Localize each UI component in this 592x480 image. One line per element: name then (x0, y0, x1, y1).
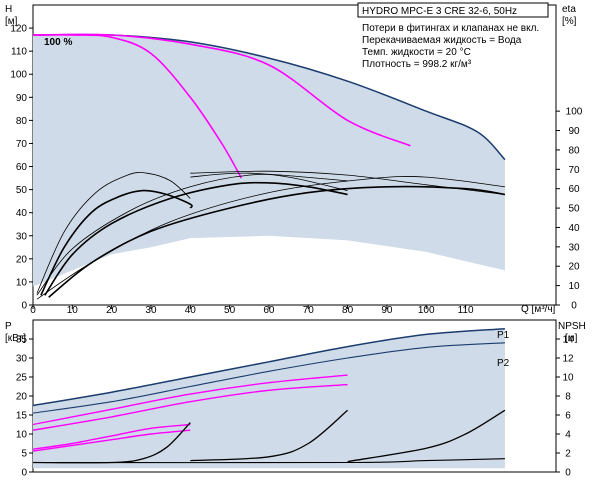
p-tick-label: 20 (16, 392, 28, 403)
right-tick-label: 50 (568, 204, 580, 215)
p-tick-label: 15 (16, 411, 28, 422)
left-tick-label: 40 (16, 208, 28, 219)
right-axis-unit-eta: [%] (562, 16, 577, 27)
curve-P2-envelope (32, 342, 505, 414)
x-tick-label: 10 (67, 305, 79, 316)
x-tick-label: 0 (30, 305, 36, 316)
left-tick-label: 120 (10, 24, 27, 35)
curve-NPSH-flat (32, 458, 505, 464)
right-axis-label-NPSH: NPSH (558, 321, 586, 332)
right-axis-unit-NPSH: [м] (565, 333, 578, 344)
x-tick-label: 50 (224, 305, 236, 316)
left-tick-label: 80 (16, 116, 28, 127)
left-axis-label-H: H (5, 4, 12, 15)
x-tick-label: 40 (185, 305, 197, 316)
npsh-tick-label: 10 (562, 373, 574, 384)
right-tick-label: 90 (568, 126, 580, 137)
npsh-tick-label: 6 (565, 411, 571, 422)
left-tick-label: 0 (21, 301, 27, 312)
npsh-tick-label: 8 (565, 392, 571, 403)
right-tick-label: 30 (568, 242, 580, 253)
left-axis-unit-P: [кВт] (5, 333, 26, 344)
p-tick-label: 5 (21, 449, 27, 460)
curve-P1-1pump (32, 423, 191, 450)
right-tick-label: 10 (568, 281, 580, 292)
right-tick-label: 20 (568, 262, 580, 273)
curve-eta-1pump-thin (36, 172, 191, 294)
curve-NPSH-3pump (347, 409, 506, 463)
curve-NPSH-2pump (190, 409, 349, 462)
npsh-tick-label: 12 (562, 354, 574, 365)
left-tick-label: 30 (16, 231, 28, 242)
chart-title: HYDRO MPC-E 3 CRE 32-6, 50Hz (362, 6, 517, 17)
x-tick-label: 90 (381, 305, 393, 316)
x-tick-label: 60 (263, 305, 275, 316)
p-tick-label: 0 (21, 468, 27, 479)
right-tick-label: 60 (568, 184, 580, 195)
title-box (357, 2, 549, 18)
x-tick-label: 80 (342, 305, 354, 316)
left-axis-unit-H: [м] (5, 16, 18, 27)
x-tick-label: 100 (418, 305, 435, 316)
right-tick-label: 40 (568, 223, 580, 234)
left-tick-label: 70 (16, 139, 28, 150)
curve-eta-3pump-thin (36, 176, 505, 300)
x-tick-label: 30 (145, 305, 157, 316)
left-axis-label-P: P (5, 321, 12, 332)
info-line-3: Темп. жидкости = 20 °C (362, 47, 471, 58)
p-tick-label: 25 (16, 373, 28, 384)
right-tick-label: 0 (571, 301, 577, 312)
npsh-tick-label: 4 (565, 430, 571, 441)
info-line-4: Плотность = 998.2 кг/м³ (362, 59, 472, 70)
legend-P2: P2 (497, 358, 510, 369)
head-envelope-area (33, 34, 505, 287)
p-tick-label: 35 (16, 335, 28, 346)
left-tick-label: 60 (16, 162, 28, 173)
curve-P2-1pump (32, 429, 191, 452)
left-tick-label: 110 (11, 47, 27, 58)
left-tick-label: 50 (16, 185, 28, 196)
curve-eta-flat-1 (190, 172, 348, 182)
right-tick-label: 100 (566, 107, 583, 118)
curve-head-2pump-100 (32, 33, 411, 147)
left-tick-label: 90 (16, 93, 28, 104)
right-tick-label: 70 (568, 165, 580, 176)
p-tick-label: 10 (16, 430, 28, 441)
curve-P1-2pump (32, 374, 348, 426)
curve-eta-2pump-thin (36, 173, 348, 296)
npsh-tick-label: 0 (565, 468, 571, 479)
curve-eta-1pump (40, 189, 193, 296)
x-tick-label: 20 (106, 305, 118, 316)
info-line-2: Перекачиваемая жидкость = Вода (362, 35, 522, 46)
legend-P1: P1 (497, 330, 510, 341)
right-axis-label-eta: eta (562, 4, 576, 15)
right-tick-label: 80 (568, 145, 580, 156)
npsh-tick-label: 14 (562, 335, 574, 346)
curve-P1-envelope (32, 327, 505, 407)
curve-eta-flat-2 (190, 170, 505, 195)
p-tick-label: 30 (16, 354, 28, 365)
percent-annotation: 100 % (44, 37, 72, 48)
x-axis-label: Q [м³/ч] (521, 304, 556, 315)
npsh-tick-label: 2 (565, 449, 571, 460)
left-tick-label: 20 (16, 254, 28, 265)
left-tick-label: 10 (16, 277, 28, 288)
info-line-1: Потери в фитингах и клапанах не вкл. (362, 22, 539, 34)
x-tick-label: 110 (458, 305, 474, 316)
x-tick-label: 70 (303, 305, 315, 316)
left-tick-label: 100 (10, 70, 27, 81)
curve-P2-2pump (32, 383, 348, 431)
